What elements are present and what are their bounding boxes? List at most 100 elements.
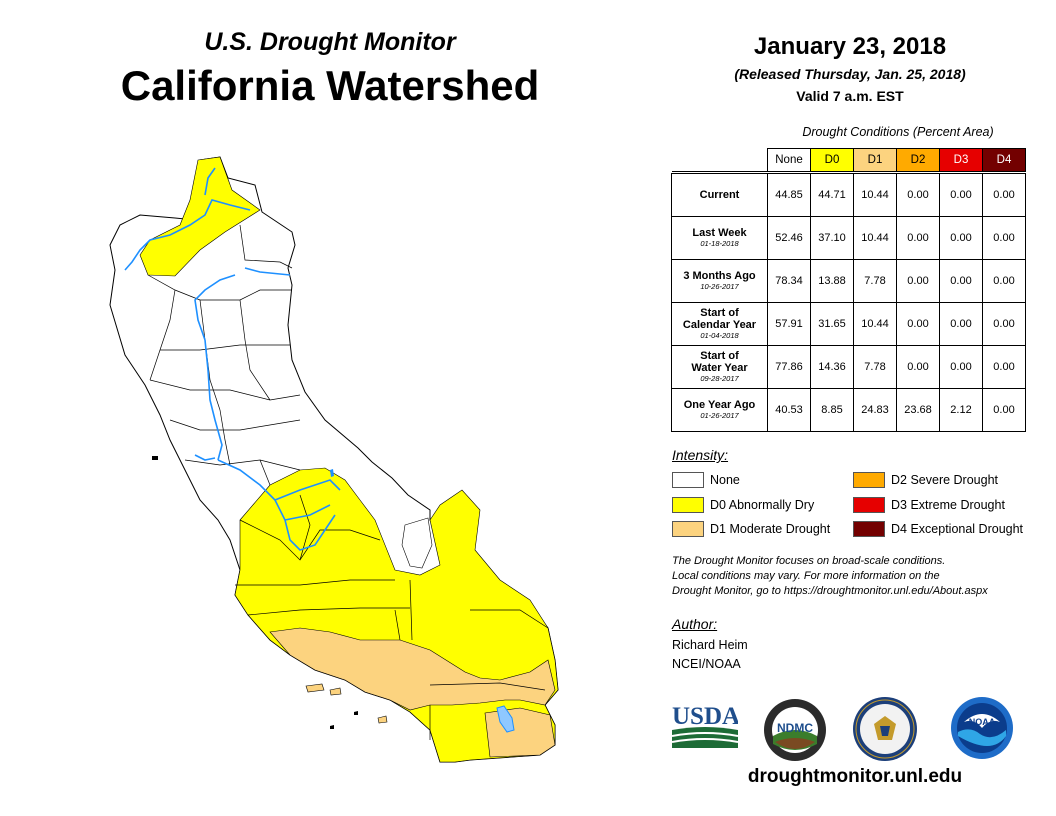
cell-d2: 23.68 <box>896 388 940 432</box>
island <box>377 715 388 724</box>
col-header-d1: D1 <box>853 148 897 172</box>
cell-d0: 44.71 <box>810 173 854 217</box>
table-row-last-week: Last Week 01-18-2018 52.46 37.10 10.44 0.… <box>671 216 1026 260</box>
cell-d3: 0.00 <box>939 259 983 303</box>
row-label: One Year Ago 01-26-2017 <box>671 388 768 432</box>
col-header-d4: D4 <box>982 148 1026 172</box>
cell-d3: 2.12 <box>939 388 983 432</box>
cell-d2: 0.00 <box>896 216 940 260</box>
rivers <box>124 167 341 551</box>
cell-d2: 0.00 <box>896 302 940 346</box>
cell-d2: 0.00 <box>896 345 940 389</box>
website-url[interactable]: droughtmonitor.unl.edu <box>747 766 963 787</box>
legend-title: Intensity: <box>672 447 729 463</box>
cell-d1: 7.78 <box>853 259 897 303</box>
table-header-row: None D0 D1 D2 D3 D4 <box>672 148 1026 172</box>
disclaimer-note: The Drought Monitor focuses on broad-sca… <box>672 555 988 597</box>
cell-d1: 24.83 <box>853 388 897 432</box>
cell-d4: 0.00 <box>982 302 1026 346</box>
legend-item-d0: D0 Abnormally Dry <box>672 497 814 513</box>
cell-d4: 0.00 <box>982 216 1026 260</box>
author-name: Richard Heim <box>672 638 748 652</box>
island <box>354 711 358 715</box>
cell-d1: 10.44 <box>853 302 897 346</box>
legend-item-d3: D3 Extreme Drought <box>853 497 1005 513</box>
cell-d4: 0.00 <box>982 173 1026 217</box>
cell-d3: 0.00 <box>939 345 983 389</box>
cell-none: 40.53 <box>767 388 811 432</box>
cell-d0: 14.36 <box>810 345 854 389</box>
salton-sea <box>496 705 515 733</box>
island <box>330 725 334 729</box>
none-region-hole <box>401 517 433 569</box>
lake-tahoe <box>330 469 334 477</box>
cell-none: 57.91 <box>767 302 811 346</box>
svg-text:USDA: USDA <box>672 703 738 730</box>
release-date: (Released Thursday, Jan. 25, 2018) <box>734 66 966 82</box>
d0-region-north <box>139 156 261 277</box>
cell-d4: 0.00 <box>982 345 1026 389</box>
d1-region-san-diego <box>484 707 556 758</box>
map-title: California Watershed <box>120 62 540 109</box>
noaa-logo: NOAA <box>951 697 1013 759</box>
cell-d3: 0.00 <box>939 302 983 346</box>
drought-conditions-table: None D0 D1 D2 D3 D4 Current 44.85 44.71 … <box>671 148 1026 432</box>
cell-none: 52.46 <box>767 216 811 260</box>
col-header-d0: D0 <box>810 148 854 172</box>
island <box>152 456 158 460</box>
cell-d3: 0.00 <box>939 216 983 260</box>
legend-swatch <box>853 521 885 537</box>
cell-none: 77.86 <box>767 345 811 389</box>
legend-swatch <box>853 497 885 513</box>
table-row-start-water-year: Start of Water Year 09-28-2017 77.86 14.36… <box>671 345 1026 389</box>
cell-d1: 10.44 <box>853 216 897 260</box>
author-org: NCEI/NOAA <box>672 657 741 671</box>
cell-d0: 37.10 <box>810 216 854 260</box>
cell-d4: 0.00 <box>982 259 1026 303</box>
commerce-seal-logo <box>853 697 917 761</box>
valid-time: Valid 7 a.m. EST <box>796 88 904 104</box>
cell-d1: 10.44 <box>853 173 897 217</box>
watershed-boundaries <box>147 224 549 740</box>
cell-d0: 31.65 <box>810 302 854 346</box>
legend-item-d4: D4 Exceptional Drought <box>853 521 1023 537</box>
legend-swatch <box>672 472 704 488</box>
usda-logo: USDA <box>672 703 738 748</box>
row-label: 3 Months Ago 10-26-2017 <box>671 259 768 303</box>
col-header-d2: D2 <box>896 148 940 172</box>
svg-text:NDMC: NDMC <box>777 721 813 735</box>
california-watershed-map <box>109 156 559 763</box>
legend-swatch <box>672 497 704 513</box>
row-label: Current <box>671 173 768 217</box>
cell-d0: 8.85 <box>810 388 854 432</box>
cell-d1: 7.78 <box>853 345 897 389</box>
table-caption: Drought Conditions (Percent Area) <box>802 125 994 139</box>
legend-item-none: None <box>672 472 740 488</box>
table-row-start-calendar-year: Start of Calendar Year 01-04-2018 57.91 31… <box>671 302 1026 346</box>
cell-d3: 0.00 <box>939 173 983 217</box>
legend-item-d1: D1 Moderate Drought <box>672 521 830 537</box>
cell-d4: 0.00 <box>982 388 1026 432</box>
row-label: Start of Water Year 09-28-2017 <box>671 345 768 389</box>
cell-d0: 13.88 <box>810 259 854 303</box>
ndmc-logo: NDMC <box>764 699 826 761</box>
legend-swatch <box>672 521 704 537</box>
col-header-none: None <box>767 148 811 172</box>
row-label: Last Week 01-18-2018 <box>671 216 768 260</box>
cell-none: 78.34 <box>767 259 811 303</box>
author-heading: Author: <box>672 616 718 632</box>
cell-d2: 0.00 <box>896 259 940 303</box>
table-row-3-months-ago: 3 Months Ago 10-26-2017 78.34 13.88 7.78 … <box>671 259 1026 303</box>
cell-none: 44.85 <box>767 173 811 217</box>
table-row-current: Current 44.85 44.71 10.44 0.00 0.00 0.00 <box>671 173 1026 217</box>
legend-swatch <box>853 472 885 488</box>
table-row-one-year-ago: One Year Ago 01-26-2017 40.53 8.85 24.83 … <box>671 388 1026 432</box>
map-subtitle: U.S. Drought Monitor <box>204 28 456 56</box>
row-label: Start of Calendar Year 01-04-2018 <box>671 302 768 346</box>
island <box>305 683 325 693</box>
report-date: January 23, 2018 <box>753 33 947 60</box>
col-header-d3: D3 <box>939 148 983 172</box>
cell-d2: 0.00 <box>896 173 940 217</box>
legend-item-d2: D2 Severe Drought <box>853 472 998 488</box>
svg-text:NOAA: NOAA <box>969 717 996 727</box>
